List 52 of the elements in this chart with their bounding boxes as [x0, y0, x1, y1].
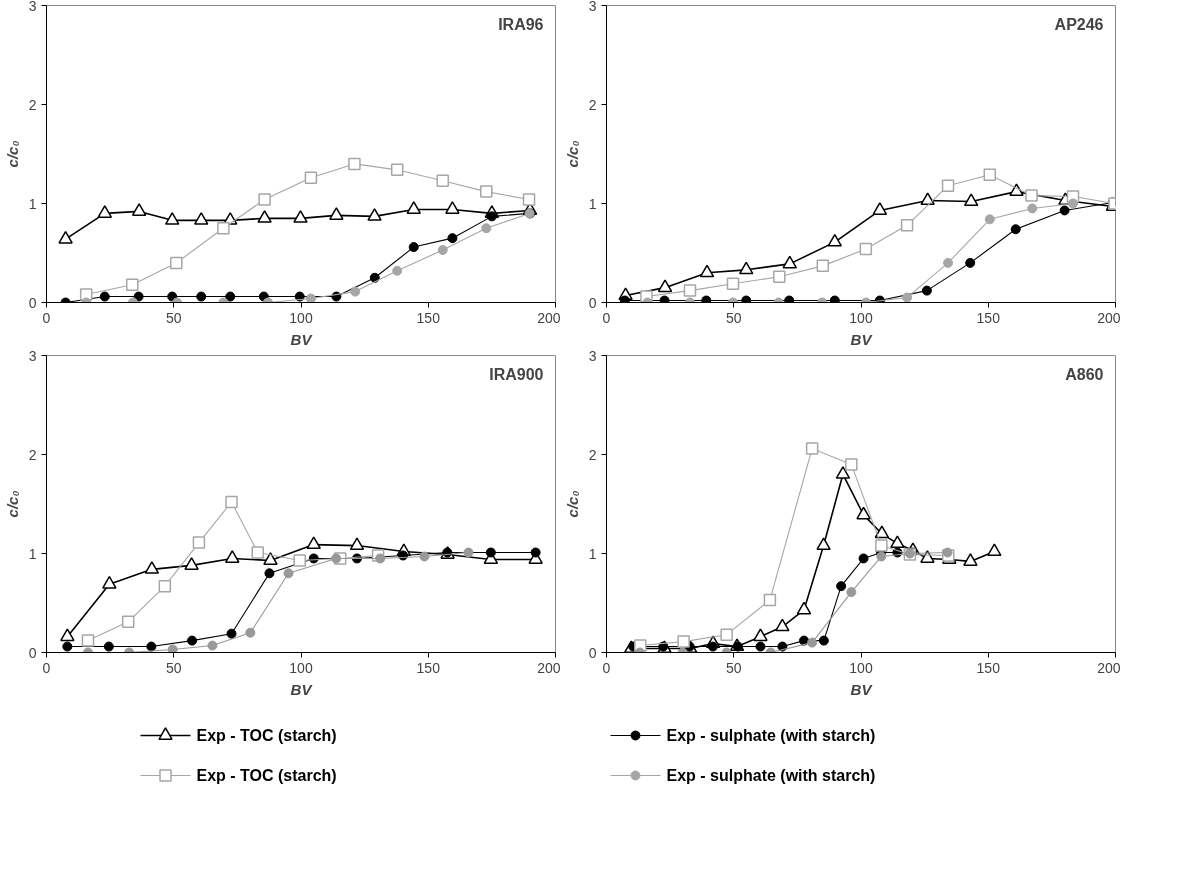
y-tick-label: 1 [588, 545, 597, 562]
y-tick-label: 3 [28, 347, 37, 364]
x-tick-label: 100 [849, 309, 873, 326]
x-tick-label: 50 [165, 309, 182, 326]
x-tick-label: 0 [602, 309, 611, 326]
y-tick-label: 3 [588, 0, 597, 14]
legend-label: Exp - TOC (starch) [196, 727, 337, 744]
x-tick-label: 0 [42, 659, 51, 676]
y-tick-label: 1 [588, 195, 597, 212]
y-tick-label: 0 [28, 294, 37, 311]
x-tick-label: 150 [976, 659, 1001, 676]
y-tick-label: 3 [588, 347, 597, 364]
x-tick-label: 150 [416, 309, 441, 326]
text: IRA900 [489, 365, 544, 383]
x-tick-label: 100 [849, 659, 873, 676]
x-tick-label: 150 [976, 309, 1001, 326]
x-tick-label: 150 [416, 659, 441, 676]
x-tick-label: 200 [537, 309, 561, 326]
y-tick-label: 2 [28, 96, 37, 113]
text: AP246 [1054, 15, 1104, 33]
x-tick-label: 50 [725, 659, 742, 676]
legend-label: Exp - sulphate (with starch) [666, 727, 876, 744]
y-tick-label: 1 [28, 195, 37, 212]
x-tick-label: 200 [1097, 659, 1121, 676]
text: A860 [1065, 365, 1104, 383]
y-tick-label: 0 [28, 644, 37, 661]
y-tick-label: 2 [588, 446, 597, 463]
legend-label: Exp - TOC (starch) [196, 767, 337, 784]
y-axis-title: c/c₀ [563, 140, 581, 168]
x-tick-label: 0 [42, 309, 51, 326]
y-tick-label: 2 [588, 96, 597, 113]
y-tick-label: 1 [28, 545, 37, 562]
y-tick-label: 3 [28, 0, 37, 14]
x-tick-label: 200 [1097, 309, 1121, 326]
x-tick-label: 50 [725, 309, 742, 326]
y-axis-title: c/c₀ [3, 490, 21, 518]
x-axis-title: BV [850, 330, 874, 348]
y-tick-label: 0 [588, 294, 597, 311]
x-axis-title: BV [290, 330, 314, 348]
x-tick-label: 0 [602, 659, 611, 676]
x-tick-label: 50 [165, 659, 182, 676]
x-axis-title: BV [290, 680, 314, 698]
y-tick-label: 0 [588, 644, 597, 661]
text: IRA96 [498, 15, 544, 33]
legend-label: Exp - sulphate (with starch) [666, 767, 876, 784]
x-tick-label: 100 [289, 309, 313, 326]
y-axis-title: c/c₀ [3, 140, 21, 168]
y-tick-label: 2 [28, 446, 37, 463]
y-axis-title: c/c₀ [563, 490, 581, 518]
x-axis-title: BV [850, 680, 874, 698]
x-tick-label: 200 [537, 659, 561, 676]
x-tick-label: 100 [289, 659, 313, 676]
